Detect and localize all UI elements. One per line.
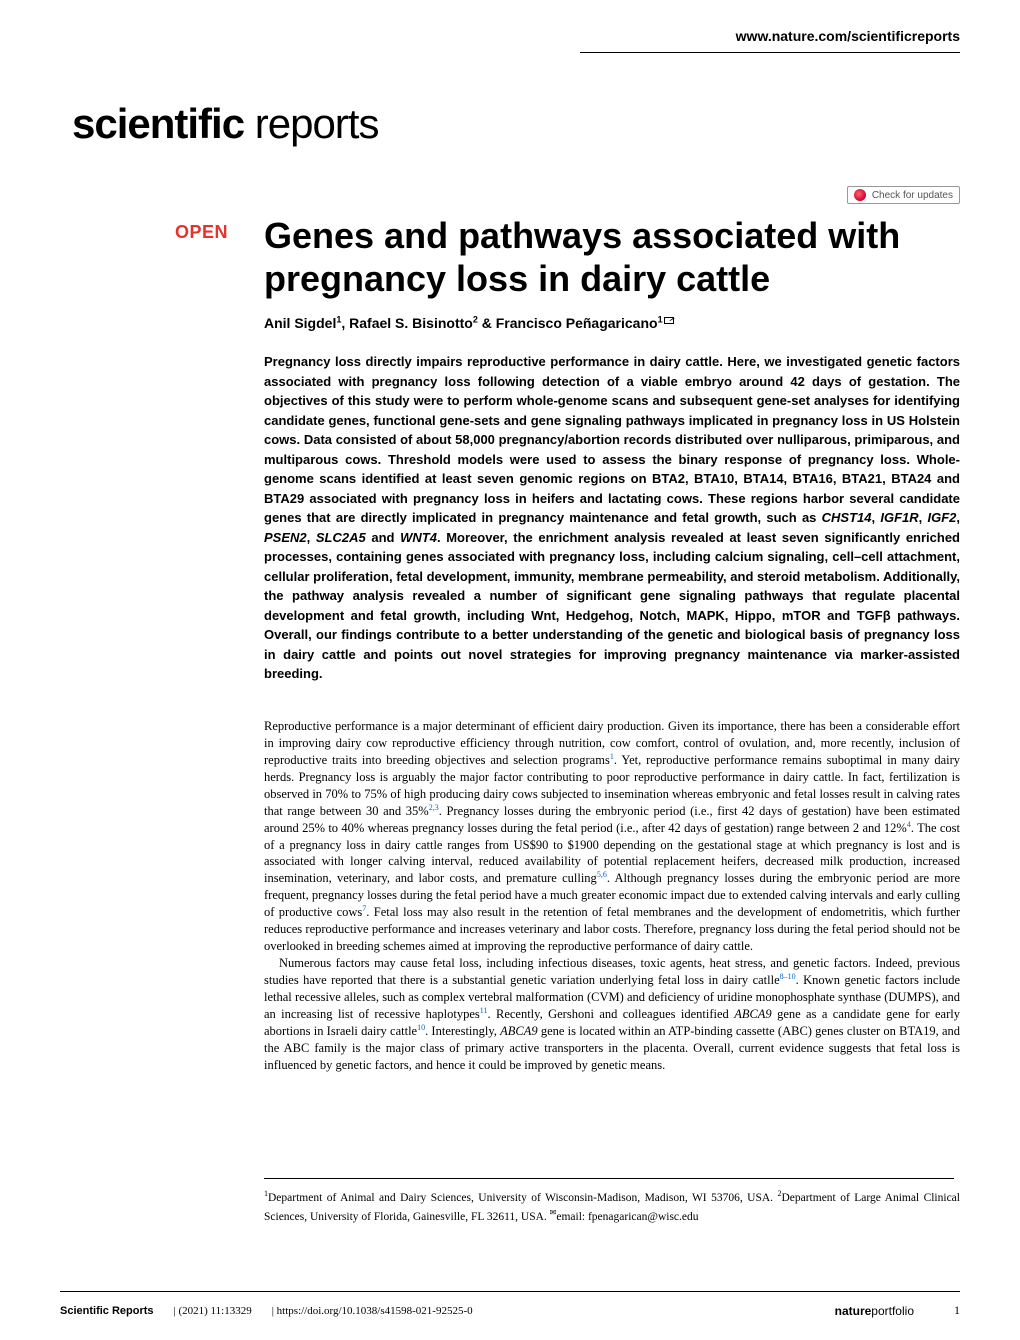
- footer-left: Scientific Reports | (2021) 11:13329 | h…: [60, 1305, 473, 1317]
- footer-journal: Scientific Reports: [60, 1305, 154, 1317]
- page-number: 1: [954, 1303, 960, 1318]
- article-title: Genes and pathways associated with pregn…: [264, 214, 960, 300]
- authors-text: Anil Sigdel1, Rafael S. Bisinotto2 & Fra…: [264, 315, 663, 331]
- journal-logo: scientific reports: [72, 100, 378, 148]
- body-text: Reproductive performance is a major dete…: [264, 718, 960, 1074]
- logo-light: reports: [244, 100, 378, 147]
- nature-portfolio-logo: natureportfolio: [835, 1304, 914, 1318]
- check-updates-button[interactable]: Check for updates: [847, 186, 960, 204]
- check-updates-label: Check for updates: [872, 190, 953, 201]
- footer-right: natureportfolio 1: [835, 1303, 960, 1318]
- crossmark-icon: [854, 189, 866, 201]
- affiliation-divider: [264, 1178, 954, 1179]
- page-container: www.nature.com/scientificreports scienti…: [0, 0, 1020, 1340]
- mail-icon: [664, 317, 674, 324]
- header-divider: [580, 52, 960, 53]
- open-access-badge: OPEN: [175, 222, 228, 243]
- logo-bold: scientific: [72, 100, 244, 147]
- author-list: Anil Sigdel1, Rafael S. Bisinotto2 & Fra…: [264, 314, 960, 331]
- journal-url[interactable]: www.nature.com/scientificreports: [736, 28, 960, 44]
- footer-doi[interactable]: | https://doi.org/10.1038/s41598-021-925…: [272, 1305, 473, 1317]
- body-paragraph-1: Reproductive performance is a major dete…: [264, 718, 960, 955]
- footer-divider: [60, 1291, 960, 1292]
- abstract: Pregnancy loss directly impairs reproduc…: [264, 352, 960, 684]
- page-footer: Scientific Reports | (2021) 11:13329 | h…: [60, 1303, 960, 1318]
- body-paragraph-2: Numerous factors may cause fetal loss, i…: [264, 955, 960, 1074]
- footer-citation: | (2021) 11:13329: [174, 1305, 252, 1317]
- affiliations: 1Department of Animal and Dairy Sciences…: [264, 1188, 960, 1225]
